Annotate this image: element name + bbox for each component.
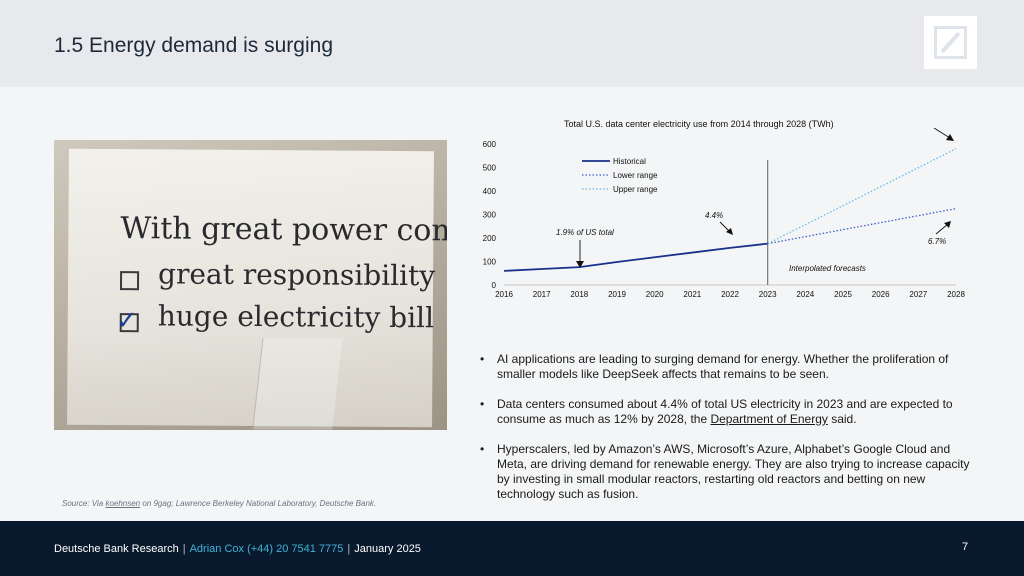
bullet-hyperscalers: Hyperscalers, led by Amazon’s AWS, Micro… [480, 442, 980, 502]
x-tick-label: 2020 [646, 290, 664, 299]
y-axis: 0 100 200 300 400 500 600 [483, 140, 497, 290]
y-tick-label: 100 [483, 258, 497, 267]
page-number: 7 [962, 541, 969, 553]
footer-date: January 2025 [354, 543, 421, 555]
series-layer [503, 148, 957, 272]
paper-tear [252, 338, 343, 430]
unchecked-box-icon [119, 271, 140, 291]
annotation-arrowhead-lower [944, 221, 951, 228]
department-of-energy-link[interactable]: Department of Energy [710, 412, 828, 426]
annotation-us-total: 1.9% of US total [556, 228, 614, 237]
x-tick-label: 2025 [834, 290, 852, 299]
sign-line-3: huge electricity bill [157, 299, 435, 335]
bullet-ai-demand: AI applications are leading to surging d… [480, 352, 980, 382]
footer-separator: | [182, 543, 186, 555]
x-tick-label: 2024 [796, 290, 814, 299]
y-tick-label: 500 [483, 164, 497, 173]
chart-title: Total U.S. data center electricity use f… [564, 119, 834, 129]
header-bar: 1.5 Energy demand is surging [0, 0, 1024, 87]
x-tick-label: 2026 [872, 290, 890, 299]
y-tick-label: 400 [483, 187, 497, 196]
x-tick-label: 2028 [947, 290, 965, 299]
footer-text: Deutsche Bank Research | Adrian Cox (+44) … [54, 543, 421, 555]
footer-contact[interactable]: Adrian Cox (+44) 20 7541 7775 [189, 543, 344, 555]
electricity-use-chart: 0 100 200 300 400 500 600 2016 2017 2018 2019 2020… [483, 128, 965, 299]
annotation-arrowhead-2018 [576, 261, 584, 268]
footer-org: Deutsche Bank Research [54, 543, 179, 555]
y-tick-label: 0 [492, 281, 497, 290]
bullet-list: AI applications are leading to surging d… [480, 352, 980, 517]
source-prefix: Source: Via [62, 499, 106, 508]
x-tick-label: 2021 [683, 290, 701, 299]
annotation-2023: 4.4% [705, 211, 723, 220]
sign-line-2: great responsibility [157, 257, 436, 293]
y-tick-label: 200 [483, 234, 497, 243]
y-tick-label: 600 [483, 140, 497, 149]
legend-label: Upper range [613, 185, 658, 194]
x-tick-label: 2018 [570, 290, 588, 299]
x-axis: 2016 2017 2018 2019 2020 2021 2022 2023 2024 2025… [495, 284, 965, 299]
paper-sign: With great power comes great responsibil… [67, 148, 447, 430]
logo-frame [934, 26, 967, 59]
logo-slash-icon [940, 31, 961, 54]
annotation-arrowhead-upper [946, 134, 954, 141]
footer-separator: | [347, 543, 351, 555]
annotation-arrow-lower [935, 223, 949, 235]
bullet-2-end: said. [827, 412, 857, 426]
chart-annotations: 1.9% of US total 4.4% 12% 6.7% Interpolated … [556, 128, 954, 273]
series-line-upper-range [767, 148, 957, 245]
annotation-arrow-upper [933, 128, 951, 139]
legend-label: Historical [613, 157, 646, 166]
x-tick-label: 2023 [759, 290, 777, 299]
bullet-data-centers: Data centers consumed about 4.4% of tota… [480, 397, 980, 427]
footer-bar: Deutsche Bank Research | Adrian Cox (+44) … [0, 521, 1024, 576]
x-tick-label: 2019 [608, 290, 626, 299]
x-tick-label: 2017 [533, 290, 551, 299]
sign-line-1: With great power comes [120, 211, 447, 249]
sign-photo: With great power comes great responsibil… [54, 140, 447, 430]
annotation-upper-2028: 12% [914, 128, 930, 129]
annotation-forecast: Interpolated forecasts [789, 264, 866, 273]
legend-label: Lower range [613, 171, 658, 180]
x-tick-label: 2022 [721, 290, 739, 299]
y-tick-label: 300 [483, 211, 497, 220]
source-suffix: on 9gag; Lawrence Berkeley National Labo… [140, 499, 377, 508]
series-line-lower-range [767, 207, 957, 245]
source-note: Source: Via koehnsen on 9gag; Lawrence B… [62, 499, 376, 508]
page-title: 1.5 Energy demand is surging [54, 34, 333, 57]
chart-legend: Historical Lower range Upper range [582, 157, 658, 194]
annotation-lower-2028: 6.7% [928, 237, 946, 246]
bullet-2-text: Data centers consumed about 4.4% of tota… [497, 397, 953, 426]
deutsche-bank-logo [924, 16, 977, 69]
checkmark-icon: ✓ [115, 305, 138, 336]
source-handle-link[interactable]: koehnsen [105, 499, 141, 508]
x-tick-label: 2027 [909, 290, 927, 299]
x-tick-label: 2016 [495, 290, 513, 299]
series-line-historical [503, 242, 768, 272]
annotation-arrowhead-2023 [726, 228, 733, 235]
